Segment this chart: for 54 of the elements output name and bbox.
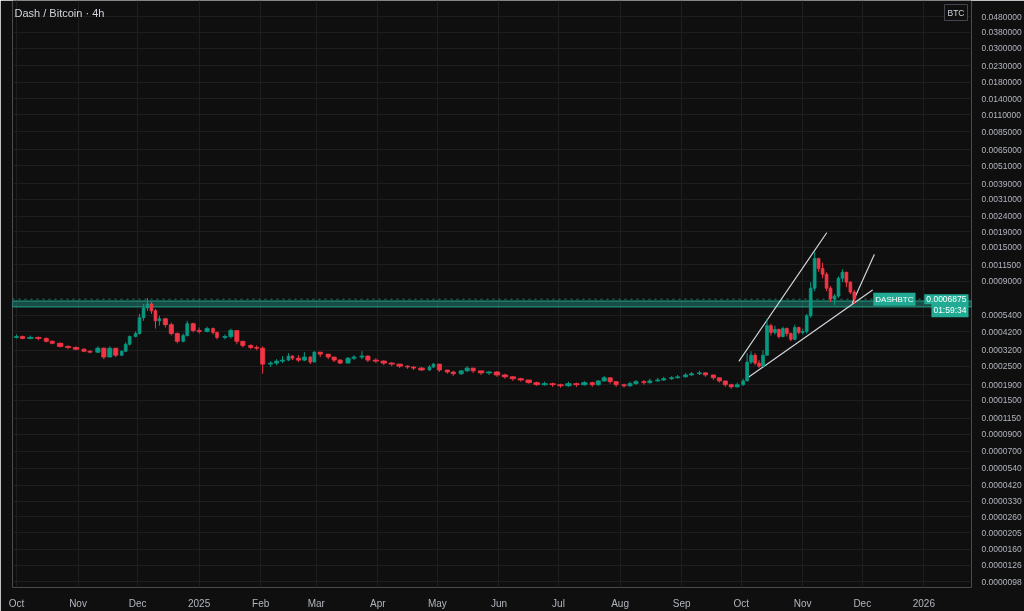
- y-tick-label: 0.0031000: [981, 194, 1022, 205]
- y-tick-label: 0.0039000: [981, 178, 1022, 189]
- y-tick-label: 0.0000126: [981, 560, 1022, 571]
- y-tick-label: 0.0140000: [981, 93, 1022, 104]
- x-tick-label: Jun: [490, 597, 508, 609]
- y-tick-label: 0.0011500: [981, 259, 1022, 270]
- y-tick-label: 0.0300000: [981, 43, 1022, 54]
- y-tick-label: 0.0003200: [981, 345, 1022, 356]
- y-tick-label: 0.0000540: [981, 463, 1022, 474]
- y-tick-label: 0.0000420: [981, 480, 1022, 491]
- y-tick-label: 0.0085000: [981, 126, 1022, 137]
- y-tick-label: 0.0110000: [981, 109, 1022, 120]
- x-tick-label: Dec: [853, 597, 872, 609]
- y-tick-label: 0.0024000: [981, 211, 1022, 222]
- y-tick-label: 0.0000700: [981, 446, 1022, 457]
- x-tick-label: Nov: [69, 597, 87, 609]
- annotation: DASHBTC: [875, 294, 914, 304]
- y-tick-label: 0.0000260: [981, 511, 1022, 522]
- x-tick-label: Feb: [252, 597, 270, 609]
- x-tick-label: Mar: [307, 597, 326, 609]
- y-tick-label: 0.0000205: [981, 527, 1022, 538]
- x-tick-label: Aug: [611, 597, 629, 609]
- y-tick-label: 0.0009000: [981, 276, 1022, 287]
- x-tick-label: 2026: [912, 597, 936, 609]
- y-tick-label: 0.0380000: [981, 27, 1022, 38]
- x-tick-label: Sep: [672, 597, 691, 609]
- y-tick-label: 0.0000900: [981, 429, 1022, 440]
- ref-line-label: 0.0006875 01:59:34: [926, 294, 967, 316]
- y-tick-label: 0.0230000: [981, 60, 1022, 71]
- x-tick-label: 2025: [188, 597, 211, 609]
- y-tick-label: 0.0005400: [981, 310, 1022, 321]
- y-tick-label: 0.0000098: [981, 576, 1022, 587]
- y-tick-label: 0.0015000: [981, 242, 1022, 253]
- y-tick-label: 0.0019000: [981, 226, 1022, 237]
- y-tick-label: 0.0001500: [981, 395, 1022, 406]
- x-tick-label: Dec: [128, 597, 147, 609]
- x-tick-label: Oct: [733, 597, 750, 609]
- y-tick-label: 0.0065000: [981, 144, 1022, 155]
- y-axis-title: BTC: [947, 7, 965, 18]
- y-tick-label: 0.0000160: [981, 544, 1022, 555]
- y-tick-label: 0.0480000: [981, 11, 1022, 22]
- x-tick-label: Oct: [8, 597, 25, 609]
- y-tick-label: 0.0004200: [981, 326, 1022, 337]
- y-tick-label: 0.0000330: [981, 496, 1022, 507]
- y-tick-label: 0.0001900: [981, 379, 1022, 390]
- x-tick-label: May: [427, 597, 447, 609]
- y-tick-label: 0.0180000: [981, 77, 1022, 88]
- text: Dash / Bitcoin · 4h: [14, 6, 105, 19]
- y-tick-label: 0.0002500: [981, 361, 1022, 372]
- x-tick-label: Nov: [793, 597, 812, 609]
- y-tick-label: 0.0001150: [981, 413, 1022, 424]
- x-tick-label: Apr: [370, 597, 387, 609]
- x-tick-label: Jul: [552, 597, 565, 609]
- y-tick-label: 0.0051000: [981, 160, 1022, 171]
